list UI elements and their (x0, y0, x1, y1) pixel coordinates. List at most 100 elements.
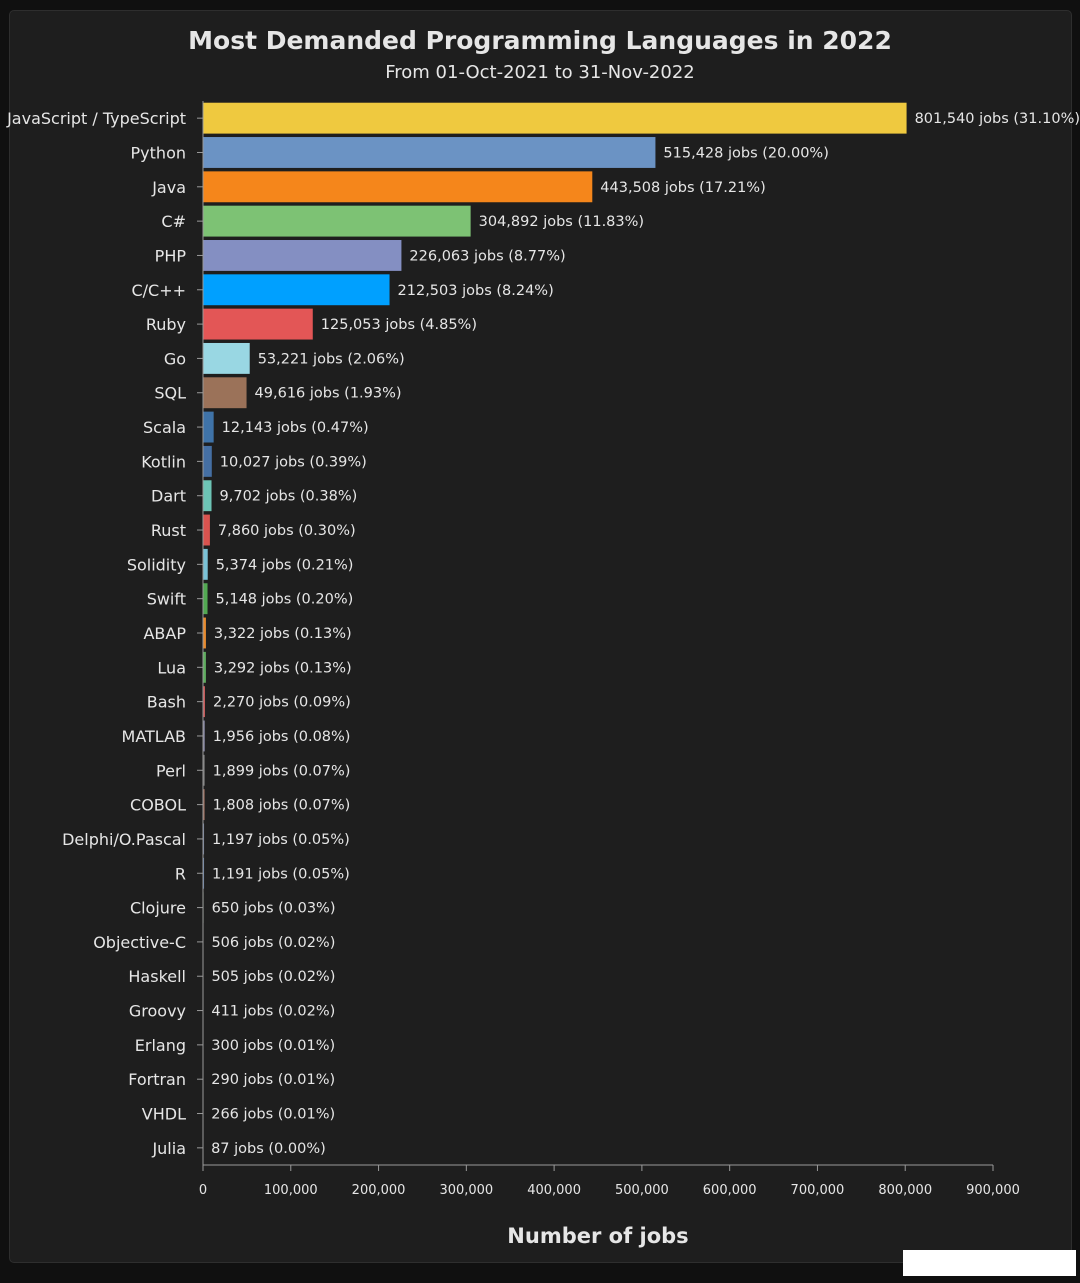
category-label: Perl (156, 761, 186, 780)
data-label: 125,053 jobs (4.85%) (321, 317, 477, 333)
x-tick-label: 800,000 (878, 1183, 932, 1198)
category-label: Groovy (129, 1002, 186, 1021)
category-label: Dart (151, 487, 186, 506)
bar (203, 240, 402, 271)
category-label: Bash (147, 693, 186, 712)
category-label: Go (164, 349, 186, 368)
bar (203, 480, 212, 512)
bar (203, 823, 205, 855)
data-label: 3,322 jobs (0.13%) (214, 626, 352, 642)
bar (203, 102, 907, 134)
category-label: Python (131, 143, 186, 162)
data-label: 443,508 jobs (17.21%) (600, 180, 765, 196)
x-tick-label: 100,000 (264, 1183, 318, 1198)
category-label: Fortran (128, 1070, 186, 1089)
category-label: Java (151, 178, 186, 197)
x-tick-label: 300,000 (439, 1183, 493, 1198)
category-label: R (175, 864, 186, 883)
data-label: 1,956 jobs (0.08%) (213, 729, 351, 745)
data-label: 10,027 jobs (0.39%) (220, 454, 367, 470)
category-label: ABAP (143, 624, 186, 643)
chart-subtitle: From 01-Oct-2021 to 31-Nov-2022 (385, 62, 695, 83)
data-label: 1,899 jobs (0.07%) (213, 763, 351, 779)
bar (203, 308, 313, 340)
data-label: 1,191 jobs (0.05%) (212, 866, 350, 882)
data-label: 300 jobs (0.01%) (211, 1038, 335, 1054)
category-label: C# (161, 212, 186, 231)
data-label: 650 jobs (0.03%) (212, 901, 336, 917)
data-label: 801,540 jobs (31.10%) (915, 111, 1080, 127)
category-label: Haskell (128, 967, 186, 986)
data-label: 7,860 jobs (0.30%) (218, 523, 356, 539)
category-label: Erlang (135, 1036, 186, 1055)
data-label: 304,892 jobs (11.83%) (479, 214, 644, 230)
category-label: Rust (151, 521, 186, 540)
data-label: 5,374 jobs (0.21%) (216, 557, 354, 573)
category-label: C/C++ (131, 281, 186, 300)
data-label: 411 jobs (0.02%) (211, 1004, 335, 1020)
data-label: 266 jobs (0.01%) (211, 1107, 335, 1123)
bar (203, 171, 593, 203)
x-tick-label: 900,000 (966, 1183, 1020, 1198)
data-label: 1,808 jobs (0.07%) (213, 798, 351, 814)
data-label: 9,702 jobs (0.38%) (220, 489, 358, 505)
data-label: 5,148 jobs (0.20%) (216, 592, 354, 608)
data-label: 2,270 jobs (0.09%) (213, 695, 351, 711)
x-tick-label: 0 (199, 1183, 207, 1198)
bar (203, 137, 656, 168)
data-label: 12,143 jobs (0.47%) (222, 420, 369, 436)
data-label: 506 jobs (0.02%) (211, 935, 335, 951)
data-label: 3,292 jobs (0.13%) (214, 660, 352, 676)
category-label: Clojure (130, 899, 186, 918)
bar (203, 789, 205, 821)
bar (203, 857, 205, 889)
data-label: 212,503 jobs (8.24%) (398, 283, 554, 299)
bar (203, 720, 205, 752)
x-tick-label: 700,000 (791, 1183, 845, 1198)
data-label: 505 jobs (0.02%) (211, 969, 335, 985)
data-label: 290 jobs (0.01%) (211, 1072, 335, 1088)
bar (203, 445, 212, 477)
bar (203, 548, 208, 580)
x-tick-label: 600,000 (703, 1183, 757, 1198)
bar (203, 411, 214, 443)
category-label: Ruby (146, 315, 186, 334)
category-label: Lua (157, 658, 186, 677)
bar (203, 686, 205, 718)
data-label: 49,616 jobs (1.93%) (255, 386, 402, 402)
category-label: MATLAB (122, 727, 186, 746)
category-label: Swift (147, 590, 186, 609)
category-label: Delphi/O.Pascal (62, 830, 186, 849)
x-tick-label: 500,000 (615, 1183, 669, 1198)
category-label: Scala (143, 418, 186, 437)
category-label: Solidity (127, 555, 186, 574)
data-label: 1,197 jobs (0.05%) (212, 832, 350, 848)
category-label: SQL (154, 384, 186, 403)
chart-panel (9, 10, 1072, 1263)
bar (203, 651, 206, 683)
data-label: 515,428 jobs (20.00%) (663, 145, 828, 161)
category-label: VHDL (142, 1105, 186, 1124)
bar (203, 342, 250, 374)
bar (203, 274, 390, 306)
x-tick-label: 400,000 (527, 1183, 581, 1198)
bar (203, 377, 247, 409)
bar (203, 754, 205, 786)
bar (203, 205, 471, 237)
bar (203, 617, 206, 649)
category-label: PHP (155, 246, 187, 265)
category-label: COBOL (130, 796, 186, 815)
data-label: 226,063 jobs (8.77%) (409, 248, 565, 264)
data-label: 53,221 jobs (2.06%) (258, 351, 405, 367)
chart-title: Most Demanded Programming Languages in 2… (188, 26, 892, 55)
corner-patch (903, 1250, 1076, 1276)
category-label: Kotlin (141, 452, 186, 471)
bar (203, 514, 210, 546)
x-tick-label: 200,000 (352, 1183, 406, 1198)
category-label: JavaScript / TypeScript (6, 109, 186, 128)
x-axis-title: Number of jobs (507, 1224, 689, 1248)
bar (203, 583, 208, 615)
category-label: Objective-C (93, 933, 186, 952)
category-label: Julia (151, 1139, 186, 1158)
